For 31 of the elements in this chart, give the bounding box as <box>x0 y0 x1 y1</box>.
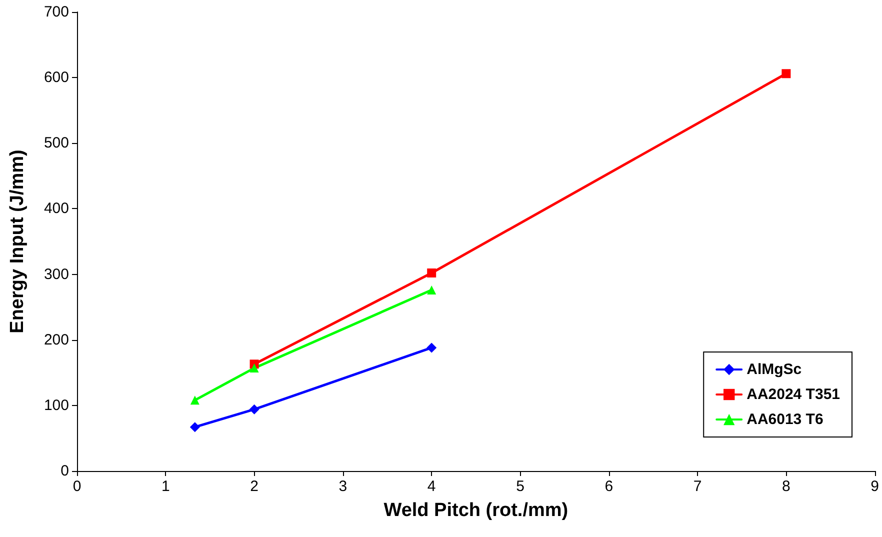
y-tick-label: 0 <box>60 462 69 480</box>
point <box>427 286 436 295</box>
point <box>426 342 437 353</box>
point <box>190 396 200 405</box>
point <box>190 422 200 432</box>
x-tick-label: 0 <box>72 478 82 495</box>
point <box>427 268 436 278</box>
y-tick-label: 100 <box>44 396 69 414</box>
x-tick-label: 7 <box>693 478 702 495</box>
y-axis-title: Energy Input (J/mm) <box>7 150 28 334</box>
x-tick-label: 6 <box>604 478 614 495</box>
x-tick-label: 2 <box>250 478 258 495</box>
x-tick-label: 9 <box>870 478 879 495</box>
point <box>249 404 260 414</box>
y-tick-label: 600 <box>44 69 69 86</box>
point <box>250 364 259 373</box>
legend-label: AlMgSc <box>746 361 802 378</box>
x-tick-label: 4 <box>427 478 436 495</box>
legend-label: AA6013 T6 <box>746 411 824 428</box>
y-tick-label: 200 <box>44 331 69 348</box>
y-tick-label: 500 <box>44 134 69 152</box>
x-axis-title: Weld Pitch (rot./mm) <box>384 500 568 521</box>
x-tick-label: 3 <box>338 478 348 495</box>
y-tick-label: 400 <box>44 200 69 218</box>
legend-label: AA2024 T351 <box>746 386 840 403</box>
y-tick-label: 300 <box>44 266 69 283</box>
x-tick-label: 5 <box>516 478 524 495</box>
x-tick-label: 1 <box>161 478 170 495</box>
x-tick-label: 8 <box>782 478 790 495</box>
point <box>782 69 791 78</box>
y-tick-label: 700 <box>44 4 69 20</box>
